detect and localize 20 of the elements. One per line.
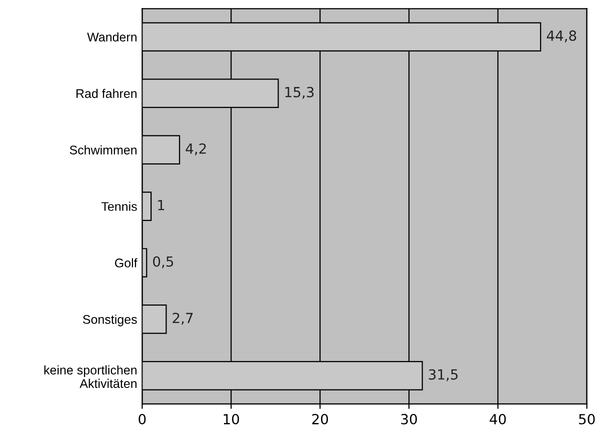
y-tick-label: Sonstiges — [82, 314, 137, 326]
data-label: 1 — [158, 200, 164, 210]
y-tick-label: Wandern — [87, 32, 137, 42]
data-label: 15,3 — [285, 86, 314, 99]
data-label: 0,5 — [153, 256, 174, 268]
x-tick-label: 50 — [579, 414, 595, 424]
data-label: 2,7 — [172, 312, 193, 325]
y-tick-label: keine sportlichen Aktivitäten — [44, 365, 137, 388]
x-tick-label: 0 — [138, 414, 146, 424]
y-tick-label: Rad fahren — [76, 88, 137, 98]
data-label: 31,5 — [428, 369, 458, 382]
x-tick-label: 20 — [312, 414, 328, 424]
y-tick-label: Schwimmen — [70, 145, 137, 154]
data-label: 44,8 — [546, 30, 576, 42]
x-tick-label: 30 — [401, 414, 417, 424]
x-tick-label: 10 — [224, 414, 240, 424]
y-tick-label: Tennis — [101, 202, 137, 211]
data-label: 4,2 — [186, 143, 206, 156]
x-tick-label: 40 — [490, 414, 506, 424]
y-tick-label: Golf — [115, 258, 138, 268]
